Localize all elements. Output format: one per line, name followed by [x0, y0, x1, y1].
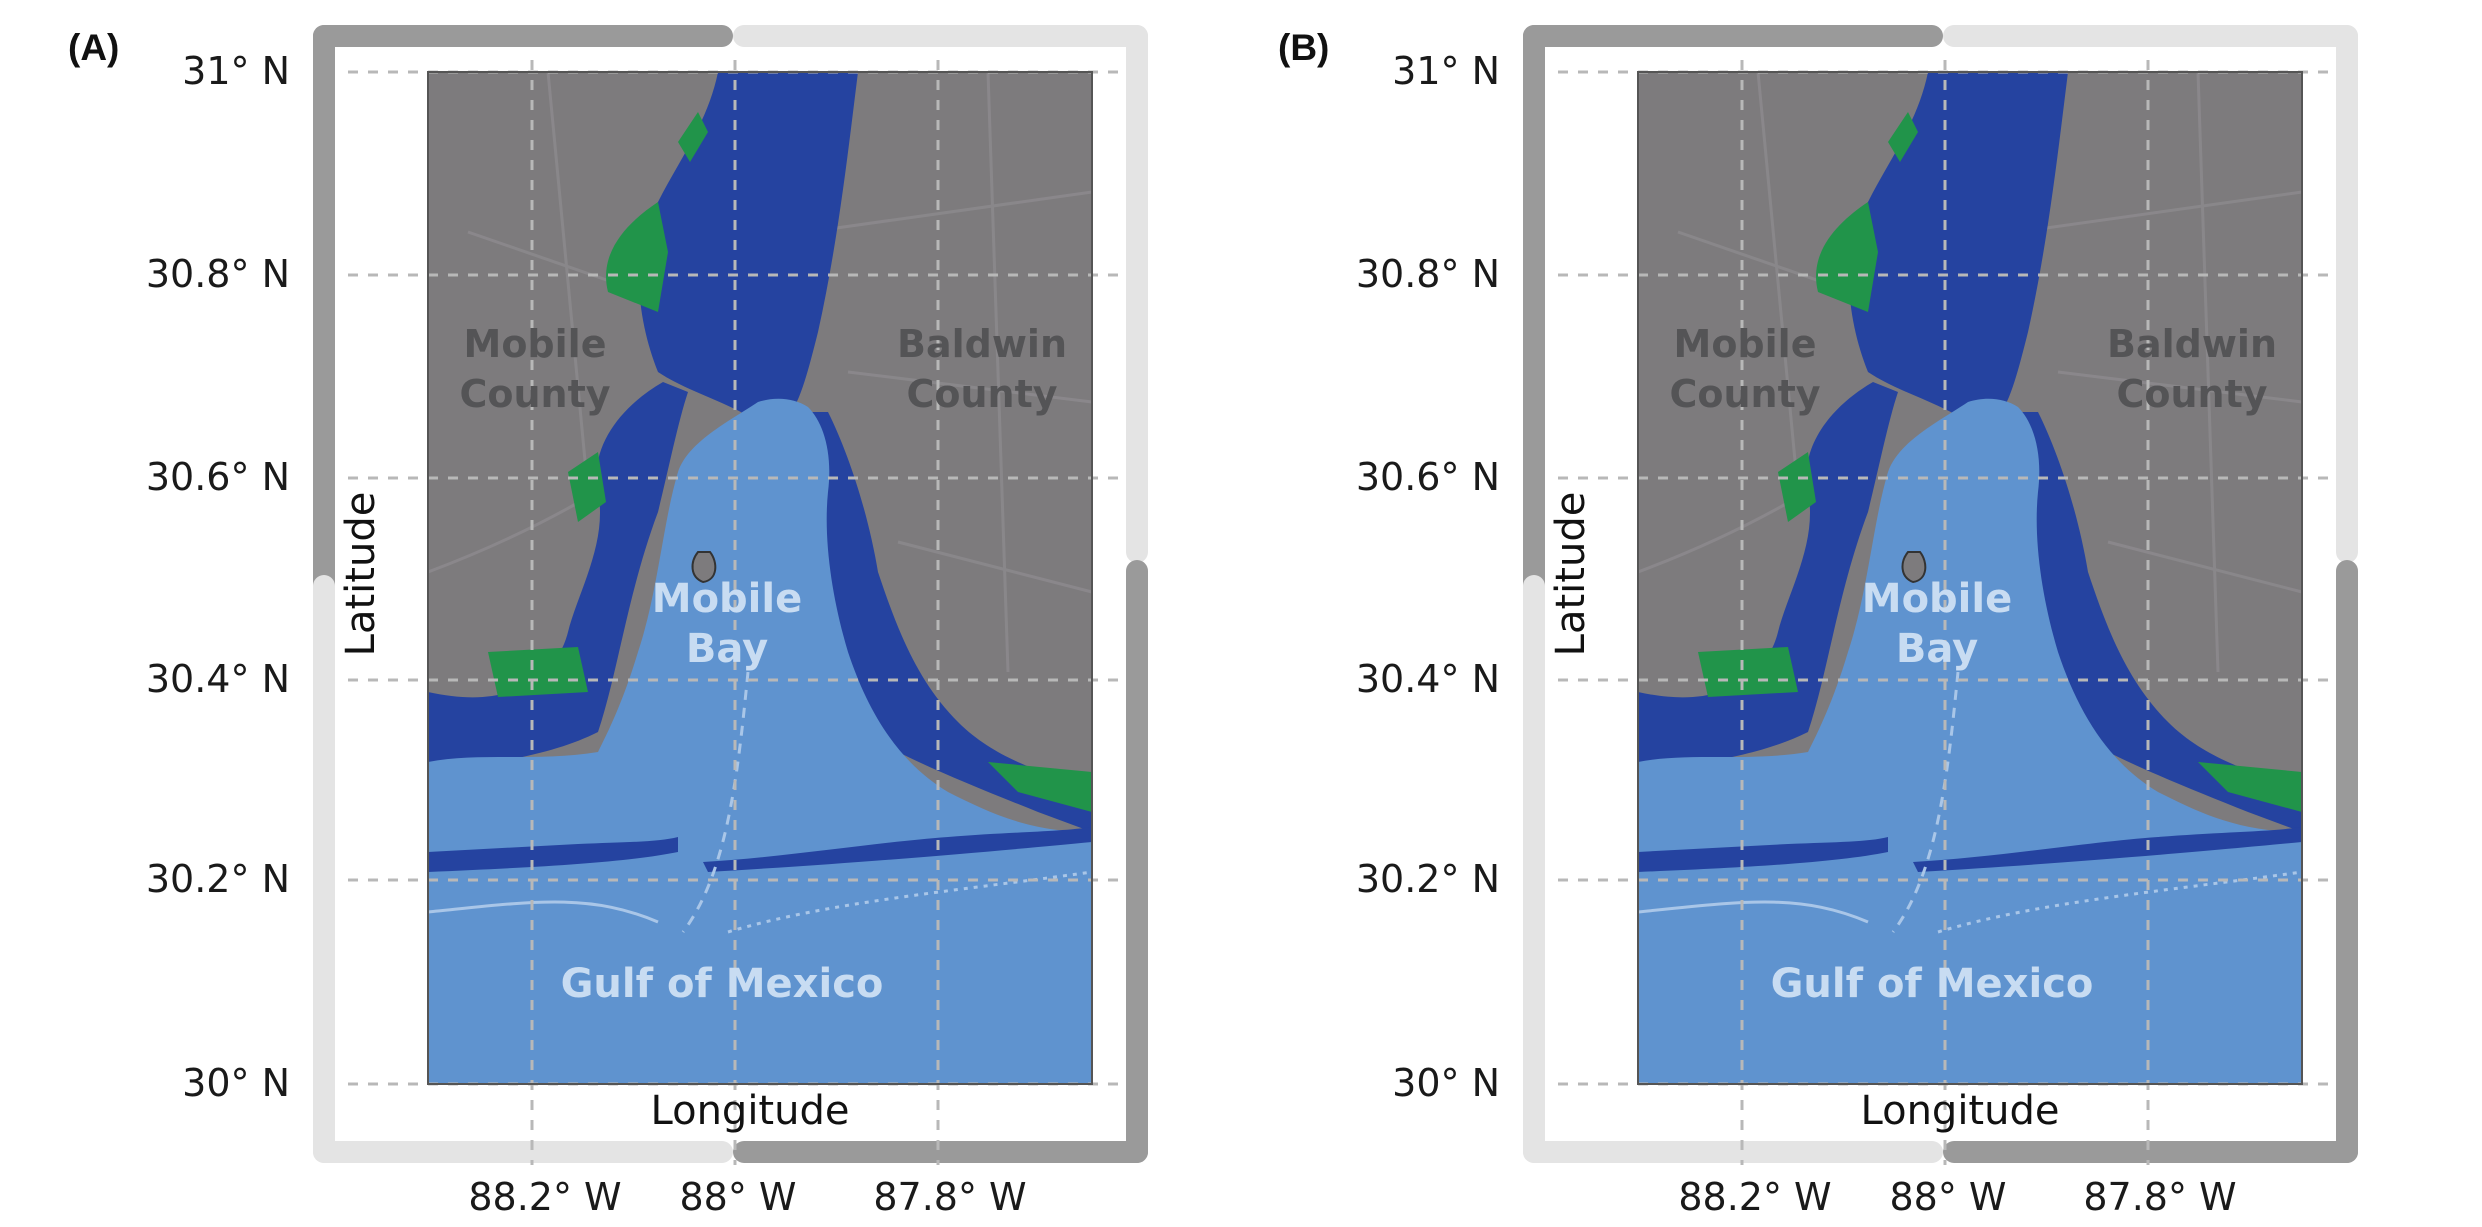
- panel-letter: (A): [68, 27, 119, 68]
- x-axis-title: Longitude: [1861, 1088, 2060, 1134]
- baldwin-county-label-line2: County: [2116, 372, 2267, 416]
- y-axis-title: Latitude: [338, 492, 384, 657]
- mobile-county-label-line2: County: [459, 372, 610, 416]
- mobile-county-label-line1: Mobile: [464, 322, 607, 366]
- lat-tick: 30° N: [1392, 1061, 1500, 1105]
- lon-tick: 88° W: [1889, 1175, 2006, 1219]
- map-frame: [1523, 25, 2358, 1163]
- lon-tick: 88° W: [679, 1175, 796, 1219]
- lon-tick: 88.2° W: [1678, 1175, 1831, 1219]
- lat-tick: 31° N: [182, 49, 290, 93]
- lat-tick: 31° N: [1392, 49, 1500, 93]
- panel-letter: (B): [1278, 27, 1329, 68]
- gulf-label: Gulf of Mexico: [561, 961, 884, 1007]
- baldwin-county-label-line2: County: [906, 372, 1057, 416]
- lat-tick: 30.8° N: [146, 252, 290, 296]
- mobile-bay-label-line2: Bay: [686, 626, 768, 672]
- x-axis-title: Longitude: [651, 1088, 850, 1134]
- panel-a: (A) Mobile Count: [68, 25, 1148, 1219]
- panel-b: (B) Mobile County Baldwin: [1278, 25, 2358, 1219]
- mobile-bay-label-line1: Mobile: [652, 576, 802, 622]
- lat-tick: 30° N: [182, 1061, 290, 1105]
- lon-tick: 88.2° W: [468, 1175, 621, 1219]
- lat-tick: 30.8° N: [1356, 252, 1500, 296]
- lon-tick: 87.8° W: [873, 1175, 1026, 1219]
- baldwin-county-label-line1: Baldwin: [897, 322, 1067, 366]
- baldwin-county-label-line1: Baldwin: [2107, 322, 2277, 366]
- lat-tick: 30.6° N: [1356, 455, 1500, 499]
- lat-tick: 30.2° N: [146, 857, 290, 901]
- mobile-county-label-line1: Mobile: [1674, 322, 1817, 366]
- mobile-bay-label-line2: Bay: [1896, 626, 1978, 672]
- mobile-bay-label-line1: Mobile: [1862, 576, 2012, 622]
- lat-tick: 30.4° N: [1356, 657, 1500, 701]
- lat-tick: 30.6° N: [146, 455, 290, 499]
- map-frame: [313, 25, 1148, 1163]
- lat-tick: 30.2° N: [1356, 857, 1500, 901]
- gulf-label: Gulf of Mexico: [1771, 961, 2094, 1007]
- lat-tick: 30.4° N: [146, 657, 290, 701]
- mobile-county-label-line2: County: [1669, 372, 1820, 416]
- lon-tick: 87.8° W: [2083, 1175, 2236, 1219]
- y-axis-title: Latitude: [1548, 492, 1594, 657]
